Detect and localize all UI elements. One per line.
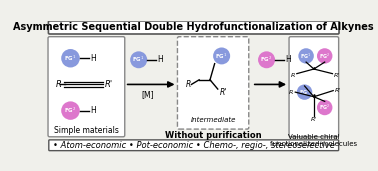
Text: Simple materials: Simple materials (54, 126, 118, 135)
Text: • Atom-economic • Pot-economic • Chemo-, regio-, stereoselective: • Atom-economic • Pot-economic • Chemo-,… (53, 141, 335, 150)
Text: $\mathregular{FG}^2$: $\mathregular{FG}^2$ (319, 51, 330, 61)
Text: $\mathregular{FG}^2$: $\mathregular{FG}^2$ (64, 106, 77, 115)
Circle shape (130, 51, 147, 68)
Text: R': R' (311, 117, 317, 122)
Circle shape (61, 101, 80, 120)
Circle shape (297, 84, 312, 100)
FancyBboxPatch shape (289, 37, 339, 137)
Text: R': R' (335, 88, 341, 93)
Text: R': R' (105, 80, 113, 89)
Text: $\mathregular{FG}^2$: $\mathregular{FG}^2$ (319, 103, 330, 112)
FancyBboxPatch shape (49, 140, 339, 151)
Circle shape (317, 48, 332, 64)
Text: R: R (56, 80, 62, 89)
Text: R: R (186, 80, 191, 89)
Text: $\mathregular{FG}^1$: $\mathregular{FG}^1$ (64, 54, 77, 63)
Text: R: R (289, 90, 294, 95)
Text: Without purification: Without purification (165, 131, 262, 140)
Text: H: H (91, 106, 96, 115)
Text: H: H (91, 54, 96, 63)
Circle shape (258, 51, 275, 68)
Circle shape (213, 48, 230, 64)
Text: •: • (312, 64, 317, 74)
Text: •: • (312, 92, 317, 101)
Text: Asymmetric Sequential Double Hydrofunctionalization of Alkynes: Asymmetric Sequential Double Hydrofuncti… (13, 22, 374, 32)
Text: $\mathregular{FG}^1$: $\mathregular{FG}^1$ (215, 51, 228, 61)
FancyBboxPatch shape (48, 21, 339, 34)
Text: R': R' (334, 73, 340, 78)
FancyBboxPatch shape (48, 37, 125, 137)
Text: $\mathregular{FG}^1$: $\mathregular{FG}^1$ (301, 51, 312, 61)
Text: H: H (285, 55, 291, 64)
Text: H: H (157, 55, 163, 64)
Text: R: R (291, 73, 295, 78)
Text: [M]: [M] (142, 90, 154, 99)
FancyBboxPatch shape (177, 37, 249, 129)
Circle shape (61, 49, 80, 68)
Text: $\mathregular{FG}^2$: $\mathregular{FG}^2$ (260, 55, 273, 64)
Text: R': R' (219, 88, 227, 97)
Circle shape (317, 100, 332, 115)
Text: $\mathregular{FG}^1$: $\mathregular{FG}^1$ (299, 88, 310, 97)
Text: Valuable chiral
functionalized molecules: Valuable chiral functionalized molecules (270, 134, 358, 147)
Text: Intermediate: Intermediate (191, 117, 236, 123)
Circle shape (298, 48, 314, 64)
Text: $\mathregular{FG}^1$: $\mathregular{FG}^1$ (132, 55, 145, 64)
